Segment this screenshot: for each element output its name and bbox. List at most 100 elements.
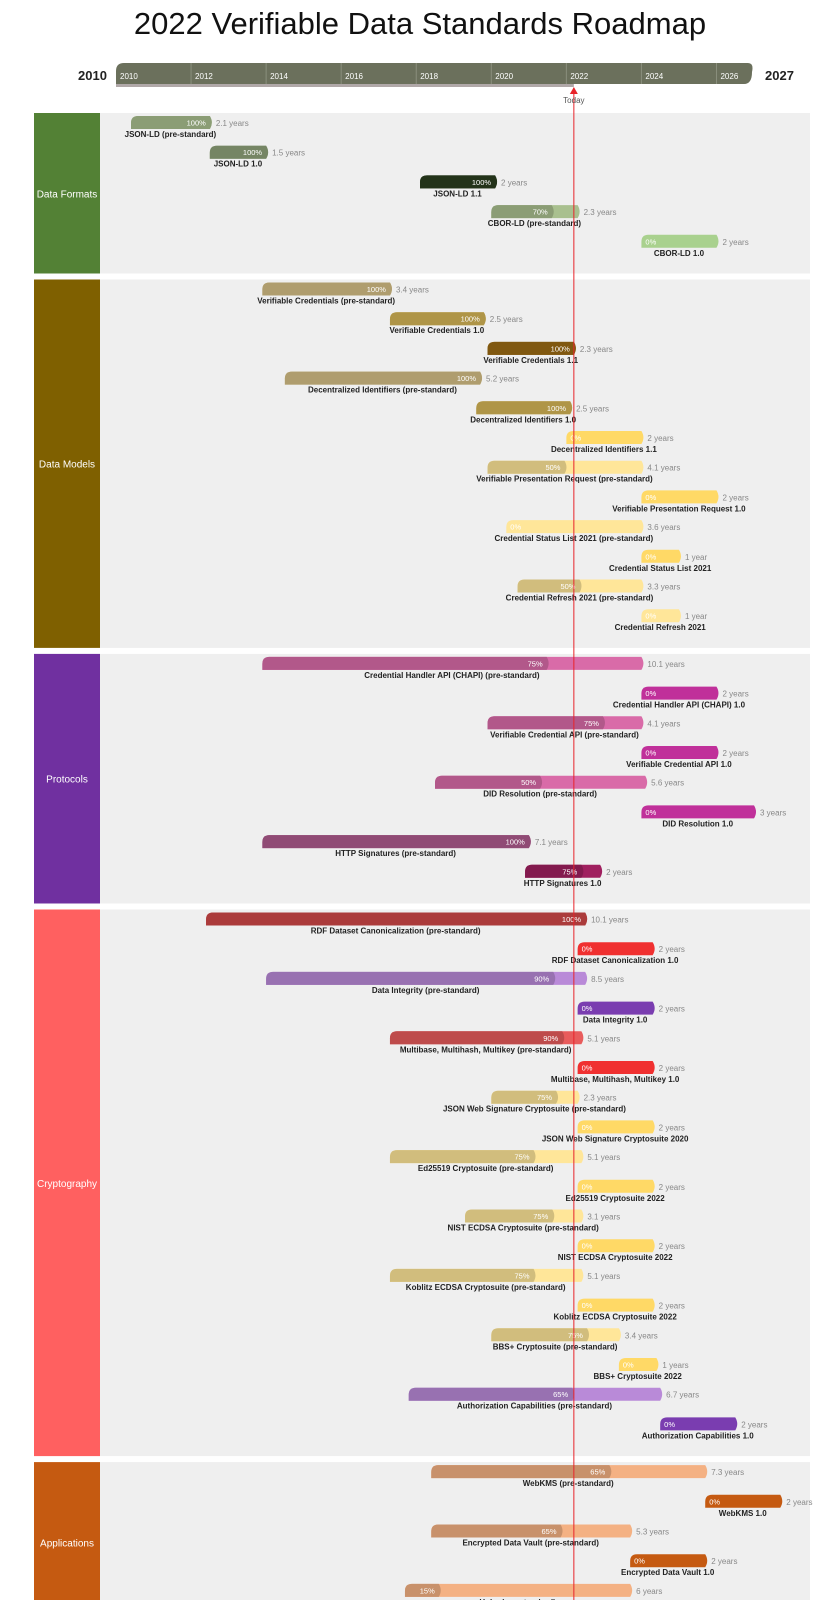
task-duration-label: 4.1 years xyxy=(647,719,680,728)
task-name-label: Verifiable Credential API 1.0 xyxy=(626,760,732,769)
task-duration-label: 5.1 years xyxy=(587,1272,620,1281)
task-duration-label: 2 years xyxy=(722,690,748,699)
task-bar xyxy=(660,1417,738,1431)
task-progress-fill xyxy=(431,1524,563,1538)
task-progress-label: 0% xyxy=(645,808,656,817)
task-progress-fill xyxy=(419,175,498,189)
task-bar xyxy=(641,234,719,248)
task-duration-label: 2 years xyxy=(606,868,632,877)
task-name-label: Data Integrity 1.0 xyxy=(583,1016,648,1025)
task-progress-label: 65% xyxy=(590,1468,605,1477)
task-name-label: Verifiable Presentation Request (pre-sta… xyxy=(476,475,653,484)
task-name-label: Verifiable Credentials 1.1 xyxy=(483,356,578,365)
task-bar xyxy=(641,609,681,623)
task-duration-label: 1 year xyxy=(685,612,708,621)
task-duration-label: 5.6 years xyxy=(651,779,684,788)
task-bar xyxy=(577,1120,655,1134)
task-duration-label: 1 years xyxy=(662,1361,688,1370)
task-name-label: Credential Handler API (CHAPI) 1.0 xyxy=(613,701,746,710)
task-name-label: BBS+ Cryptosuite 2022 xyxy=(594,1372,683,1381)
task-name-label: WebKMS 1.0 xyxy=(719,1509,767,1518)
task-name-label: RDF Dataset Canonicalization (pre-standa… xyxy=(311,927,481,936)
task-duration-label: 5.1 years xyxy=(587,1034,620,1043)
task-progress-label: 0% xyxy=(582,1064,593,1073)
task-progress-fill xyxy=(491,1090,559,1104)
task-duration-label: 2 years xyxy=(659,945,685,954)
task-progress-fill xyxy=(431,1465,612,1479)
task-duration-label: 5.1 years xyxy=(587,1153,620,1162)
task-name-label: Credential Refresh 2021 xyxy=(615,623,707,632)
task-name-label: Verifiable Credential API (pre-standard) xyxy=(490,730,639,739)
task-duration-label: 2 years xyxy=(659,1183,685,1192)
task-duration-label: 3.4 years xyxy=(625,1331,658,1340)
task-progress-fill xyxy=(389,1150,536,1164)
task-progress-fill xyxy=(487,460,567,474)
task-bar xyxy=(641,805,756,819)
task-name-label: Koblitz ECDSA Cryptosuite 2022 xyxy=(554,1313,678,1322)
task-progress-fill xyxy=(435,775,543,789)
task-duration-label: 4.1 years xyxy=(647,464,680,473)
task-progress-fill xyxy=(206,912,588,926)
task-progress-fill xyxy=(262,835,531,849)
task-duration-label: 2 years xyxy=(722,238,748,247)
task-progress-label: 100% xyxy=(187,119,207,128)
task-name-label: HTTP Signatures (pre-standard) xyxy=(335,849,456,858)
task-duration-label: 7.1 years xyxy=(535,838,568,847)
task-name-label: JSON-LD 1.0 xyxy=(214,160,263,169)
task-bar xyxy=(577,1239,655,1253)
task-duration-label: 1.5 years xyxy=(272,149,305,158)
task-progress-label: 50% xyxy=(560,582,575,591)
task-progress-label: 90% xyxy=(534,974,549,983)
task-progress-label: 0% xyxy=(645,237,656,246)
task-progress-label: 75% xyxy=(537,1093,552,1102)
task-progress-label: 0% xyxy=(582,1301,593,1310)
task-name-label: JSON-LD (pre-standard) xyxy=(125,130,217,139)
task-progress-fill xyxy=(487,716,605,730)
axis-tick-label: 2010 xyxy=(120,72,138,81)
task-progress-label: 100% xyxy=(506,838,526,847)
group-label: Protocols xyxy=(46,775,88,786)
task-duration-label: 3.1 years xyxy=(587,1213,620,1222)
task-duration-label: 3 years xyxy=(760,808,786,817)
task-progress-fill xyxy=(262,656,549,670)
task-progress-label: 100% xyxy=(551,344,571,353)
task-progress-label: 0% xyxy=(582,1242,593,1251)
task-progress-label: 0% xyxy=(582,1004,593,1013)
task-progress-fill xyxy=(525,864,584,878)
task-progress-fill xyxy=(389,1268,536,1282)
axis-tick-label: 2020 xyxy=(495,72,513,81)
task-progress-label: 100% xyxy=(562,915,582,924)
task-progress-label: 100% xyxy=(243,148,263,157)
task-duration-label: 6.7 years xyxy=(666,1391,699,1400)
task-progress-fill xyxy=(266,971,556,985)
task-name-label: Credential Refresh 2021 (pre-standard) xyxy=(506,594,654,603)
task-name-label: Verifiable Credentials 1.0 xyxy=(390,326,485,335)
task-bar xyxy=(566,431,644,444)
task-name-label: CBOR-LD (pre-standard) xyxy=(488,219,582,228)
task-progress-label: 0% xyxy=(510,523,521,532)
task-name-label: Decentralized Identifiers 1.0 xyxy=(470,415,576,424)
task-progress-label: 50% xyxy=(521,778,536,787)
task-bar xyxy=(618,1358,659,1371)
task-name-label: DID Resolution 1.0 xyxy=(662,819,733,828)
task-duration-label: 2 years xyxy=(659,1064,685,1073)
task-progress-label: 0% xyxy=(709,1497,720,1506)
task-progress-label: 90% xyxy=(543,1034,558,1043)
axis-tick-label: 2026 xyxy=(720,72,738,81)
task-duration-label: 2 years xyxy=(741,1420,767,1429)
task-progress-fill xyxy=(476,401,573,415)
task-name-label: BBS+ Cryptosuite (pre-standard) xyxy=(493,1342,618,1351)
task-name-label: Credential Status List 2021 xyxy=(609,564,712,573)
task-progress-label: 0% xyxy=(645,612,656,621)
task-bar xyxy=(641,686,719,700)
timeline-elapsed-bar xyxy=(116,84,574,87)
task-bar xyxy=(404,1583,633,1597)
task-duration-label: 10.1 years xyxy=(591,916,628,925)
group-label: Data Formats xyxy=(37,189,98,200)
task-duration-label: 10.1 years xyxy=(647,660,684,669)
task-progress-fill xyxy=(389,312,486,326)
task-progress-label: 0% xyxy=(623,1361,634,1370)
task-bar xyxy=(705,1494,783,1508)
task-duration-label: 2 years xyxy=(659,1242,685,1251)
group-label-cell xyxy=(34,909,100,1457)
